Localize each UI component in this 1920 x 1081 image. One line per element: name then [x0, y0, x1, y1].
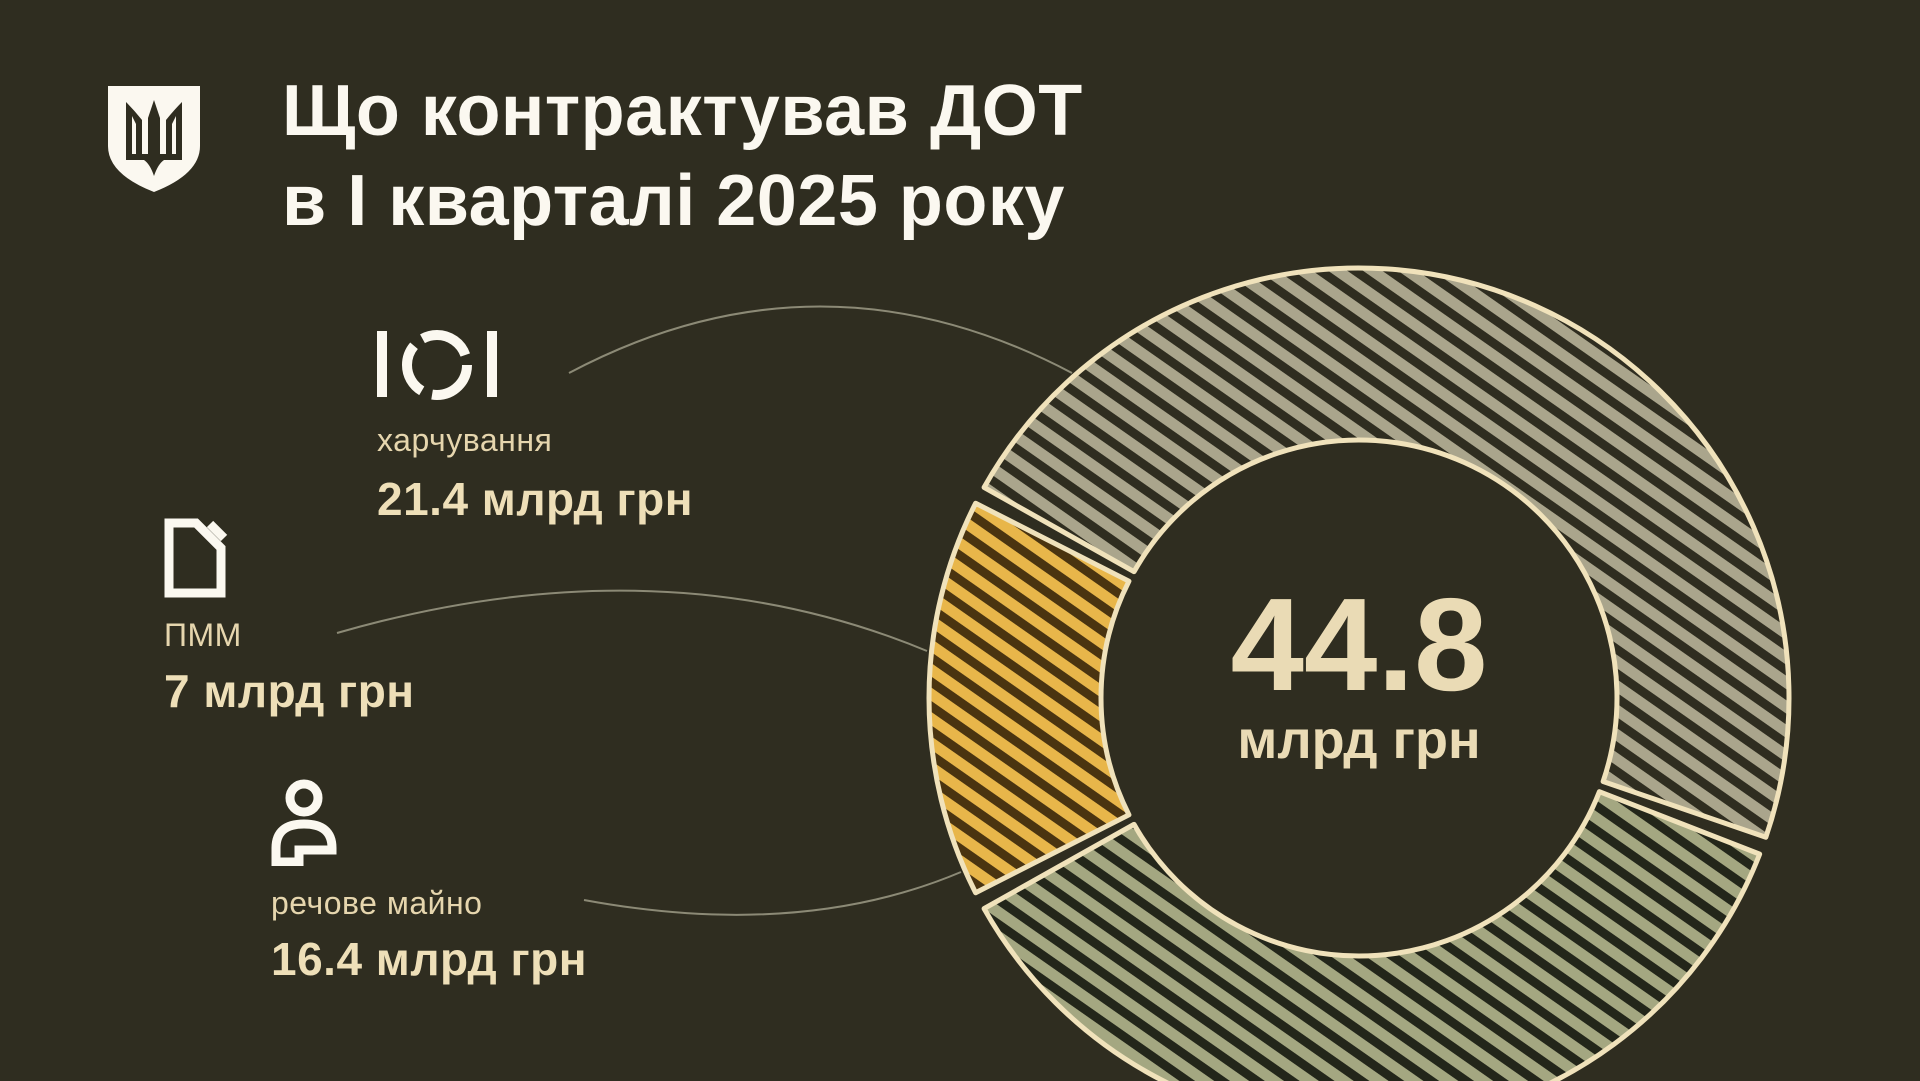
food-plate-icon — [377, 330, 497, 400]
slice-value-clothing: 16.4 млрд грн — [271, 933, 588, 985]
donut-slice-clothing — [981, 789, 1763, 1081]
fuel-canister-icon — [164, 518, 228, 598]
connector-clothing — [583, 871, 962, 916]
donut-slice-food — [981, 265, 1792, 840]
total-unit: млрд грн — [1237, 710, 1481, 770]
slice-value-fuel: 7 млрд грн — [164, 665, 415, 717]
total-value: 44.8 — [1230, 571, 1488, 718]
trident-shield-logo — [108, 86, 200, 192]
title-line-1: Що контрактував ДОТ — [282, 71, 1083, 151]
donut-total: 44.8 млрд грн — [1230, 571, 1488, 771]
slice-label-clothing: речове майно — [271, 885, 483, 921]
title-line-2: в І кварталі 2025 року — [282, 161, 1065, 241]
person-icon — [271, 779, 337, 866]
slice-label-food: харчування — [377, 422, 553, 458]
connector-fuel — [336, 589, 928, 652]
connector-food — [568, 305, 1073, 374]
donut-slice-fuel — [926, 500, 1132, 896]
page-title: Що контрактував ДОТ в І кварталі 2025 ро… — [282, 66, 1083, 246]
slice-label-fuel: ПММ — [164, 617, 242, 653]
slice-value-food: 21.4 млрд грн — [377, 473, 694, 525]
